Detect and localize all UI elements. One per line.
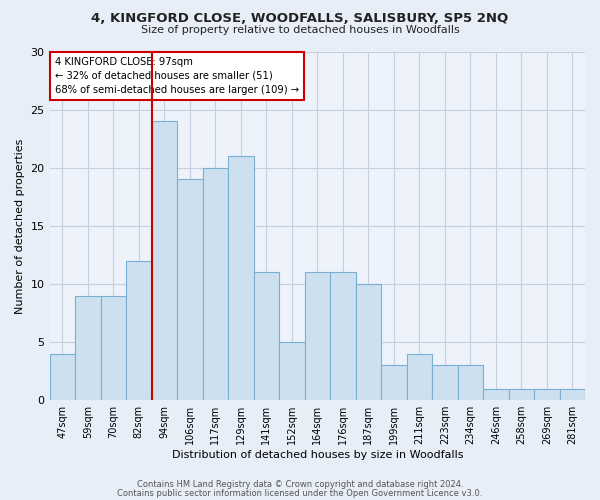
Bar bbox=[101, 296, 126, 400]
Bar bbox=[50, 354, 75, 400]
Bar bbox=[228, 156, 254, 400]
Bar bbox=[305, 272, 330, 400]
Text: Contains public sector information licensed under the Open Government Licence v3: Contains public sector information licen… bbox=[118, 488, 482, 498]
Bar bbox=[330, 272, 356, 400]
X-axis label: Distribution of detached houses by size in Woodfalls: Distribution of detached houses by size … bbox=[172, 450, 463, 460]
Text: Size of property relative to detached houses in Woodfalls: Size of property relative to detached ho… bbox=[140, 25, 460, 35]
Bar bbox=[509, 388, 534, 400]
Bar bbox=[75, 296, 101, 400]
Bar bbox=[279, 342, 305, 400]
Bar bbox=[432, 366, 458, 400]
Text: Contains HM Land Registry data © Crown copyright and database right 2024.: Contains HM Land Registry data © Crown c… bbox=[137, 480, 463, 489]
Text: 4 KINGFORD CLOSE: 97sqm
← 32% of detached houses are smaller (51)
68% of semi-de: 4 KINGFORD CLOSE: 97sqm ← 32% of detache… bbox=[55, 56, 299, 94]
Bar bbox=[407, 354, 432, 400]
Text: 4, KINGFORD CLOSE, WOODFALLS, SALISBURY, SP5 2NQ: 4, KINGFORD CLOSE, WOODFALLS, SALISBURY,… bbox=[91, 12, 509, 26]
Bar bbox=[560, 388, 585, 400]
Bar bbox=[152, 121, 177, 400]
Bar bbox=[254, 272, 279, 400]
Bar bbox=[203, 168, 228, 400]
Y-axis label: Number of detached properties: Number of detached properties bbox=[15, 138, 25, 314]
Bar bbox=[483, 388, 509, 400]
Bar bbox=[458, 366, 483, 400]
Bar bbox=[534, 388, 560, 400]
Bar bbox=[356, 284, 381, 400]
Bar bbox=[126, 260, 152, 400]
Bar bbox=[177, 180, 203, 400]
Bar bbox=[381, 366, 407, 400]
